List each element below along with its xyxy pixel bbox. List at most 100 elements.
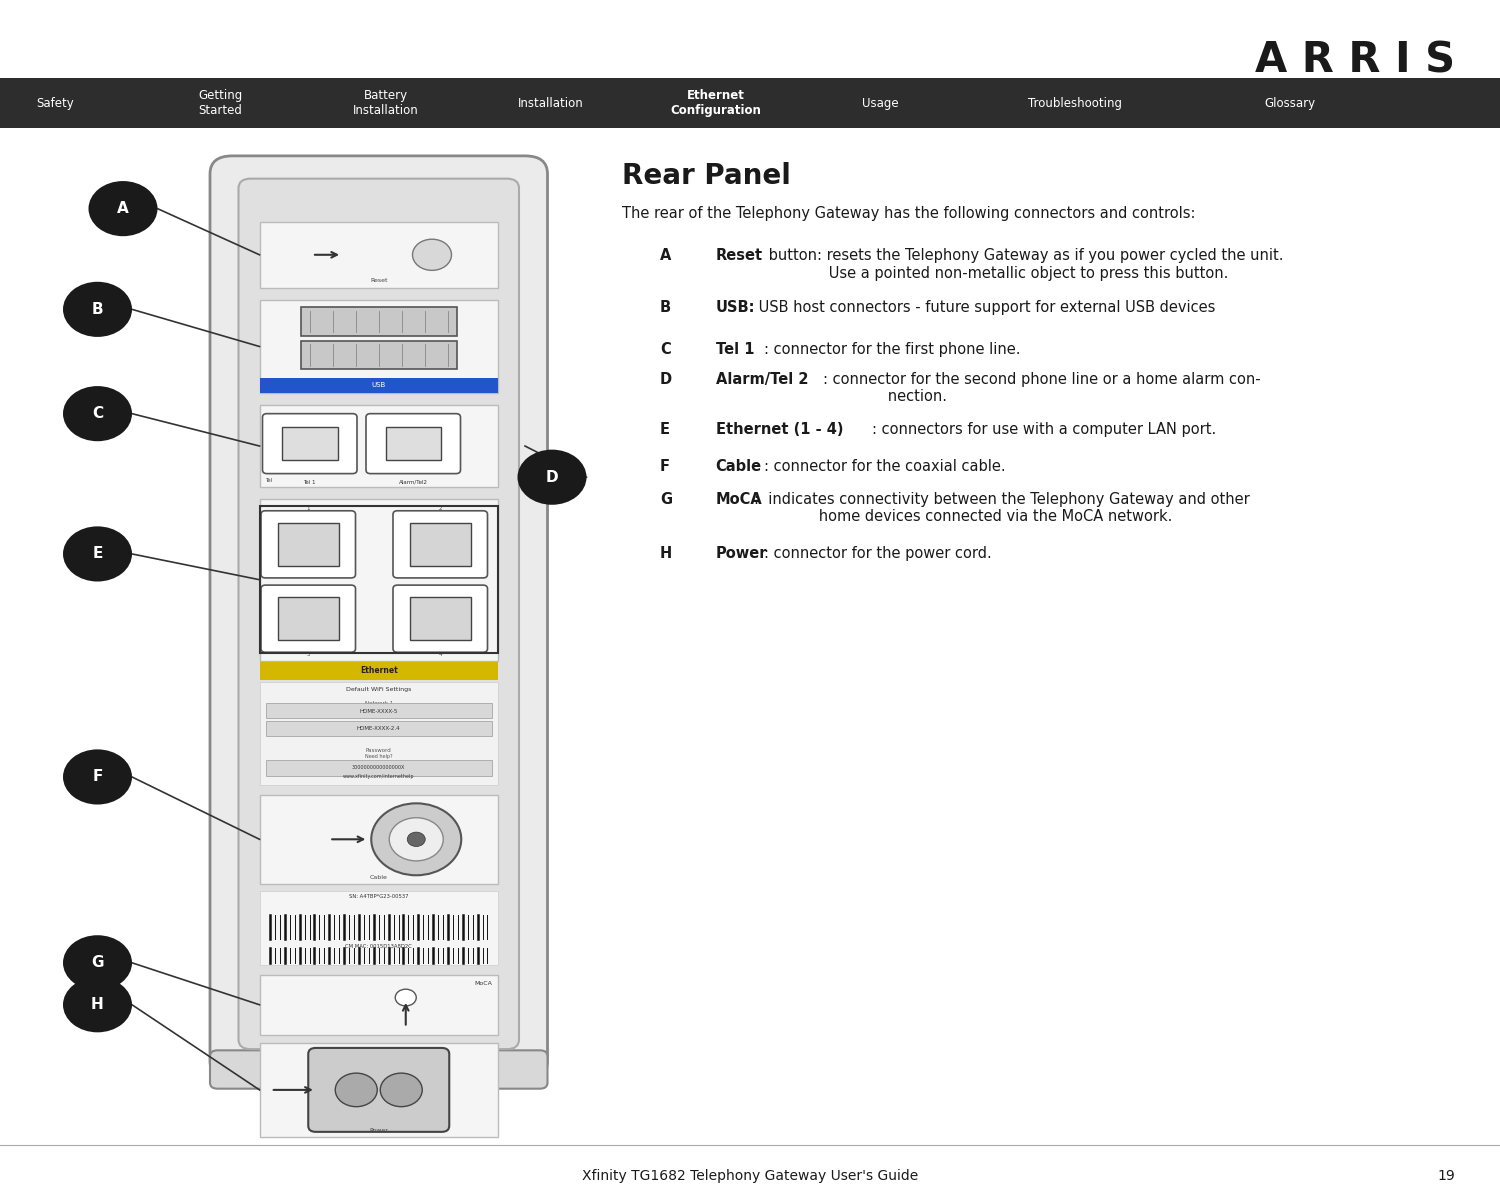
Circle shape	[372, 803, 462, 875]
Text: Network 1: Network 1	[364, 701, 393, 706]
FancyBboxPatch shape	[261, 511, 356, 578]
Text: Alarm/Tel 2: Alarm/Tel 2	[716, 372, 809, 387]
Text: F: F	[93, 770, 102, 784]
Text: MoCA: MoCA	[716, 492, 762, 507]
Text: H: H	[660, 546, 672, 561]
Text: Cable: Cable	[716, 459, 762, 475]
Text: Xfinity TG1682 Telephony Gateway User's Guide: Xfinity TG1682 Telephony Gateway User's …	[582, 1169, 918, 1183]
Text: 3000000000000000X: 3000000000000000X	[352, 765, 405, 770]
Text: USB host connectors - future support for external USB devices: USB host connectors - future support for…	[754, 300, 1216, 315]
Text: 4: 4	[438, 652, 442, 657]
FancyBboxPatch shape	[261, 585, 356, 652]
Text: button: resets the Telephony Gateway as if you power cycled the unit.
          : button: resets the Telephony Gateway as …	[765, 248, 1284, 281]
Text: Troubleshooting: Troubleshooting	[1029, 97, 1122, 109]
Text: Usage: Usage	[862, 97, 898, 109]
Text: Installation: Installation	[518, 97, 584, 109]
Text: F: F	[660, 459, 670, 475]
Text: Ethernet (1 - 4): Ethernet (1 - 4)	[716, 422, 843, 438]
Text: HOME-XXXX-2.4: HOME-XXXX-2.4	[357, 727, 401, 731]
Circle shape	[413, 240, 452, 271]
Text: D: D	[546, 470, 558, 484]
Text: Tel 1: Tel 1	[716, 342, 754, 357]
Circle shape	[88, 181, 158, 236]
FancyBboxPatch shape	[260, 795, 498, 884]
FancyBboxPatch shape	[386, 427, 441, 460]
FancyBboxPatch shape	[262, 414, 357, 474]
Circle shape	[390, 818, 444, 861]
Text: E: E	[93, 547, 102, 561]
Text: 2: 2	[438, 506, 442, 511]
Text: Ethernet: Ethernet	[360, 667, 398, 675]
Text: 1: 1	[306, 506, 310, 511]
FancyBboxPatch shape	[393, 511, 488, 578]
Circle shape	[63, 749, 132, 805]
Text: SN: A4TBP*G23-00537: SN: A4TBP*G23-00537	[350, 894, 408, 899]
Text: H: H	[92, 998, 104, 1012]
Text: : connectors for use with a computer LAN port.: : connectors for use with a computer LAN…	[871, 422, 1215, 438]
Text: Power: Power	[369, 1128, 388, 1133]
Text: Ethernet
Configuration: Ethernet Configuration	[670, 89, 760, 118]
FancyBboxPatch shape	[238, 179, 519, 1049]
Circle shape	[408, 832, 426, 846]
Text: 19: 19	[1437, 1169, 1455, 1183]
Text: G: G	[92, 956, 104, 970]
Text: The rear of the Telephony Gateway has the following connectors and controls:: The rear of the Telephony Gateway has th…	[622, 206, 1196, 222]
Text: USB:: USB:	[716, 300, 754, 315]
Text: : connector for the coaxial cable.: : connector for the coaxial cable.	[765, 459, 1006, 475]
Text: MoCA: MoCA	[474, 981, 492, 986]
Text: HOME-XXXX-5: HOME-XXXX-5	[360, 709, 398, 713]
FancyBboxPatch shape	[410, 523, 471, 566]
Text: G: G	[660, 492, 672, 507]
Circle shape	[63, 282, 132, 337]
FancyBboxPatch shape	[210, 1050, 548, 1089]
FancyBboxPatch shape	[410, 597, 471, 640]
FancyBboxPatch shape	[266, 760, 492, 776]
Circle shape	[518, 450, 586, 505]
Text: Battery
Installation: Battery Installation	[352, 89, 419, 118]
FancyBboxPatch shape	[366, 414, 460, 474]
Text: Password: Password	[366, 748, 392, 753]
FancyBboxPatch shape	[0, 78, 1500, 128]
FancyBboxPatch shape	[309, 1048, 450, 1132]
Text: :  indicates connectivity between the Telephony Gateway and other
              : : indicates connectivity between the Tel…	[754, 492, 1251, 524]
Circle shape	[336, 1073, 378, 1107]
Text: Getting
Started: Getting Started	[198, 89, 243, 118]
FancyBboxPatch shape	[260, 405, 498, 487]
Text: USB: USB	[372, 382, 386, 388]
FancyBboxPatch shape	[260, 1043, 498, 1137]
FancyBboxPatch shape	[260, 300, 498, 393]
Circle shape	[63, 526, 132, 582]
Text: Reset: Reset	[370, 278, 387, 283]
FancyBboxPatch shape	[282, 427, 338, 460]
Circle shape	[63, 935, 132, 990]
Text: CM MAC: 0015D13A8D2C: CM MAC: 0015D13A8D2C	[345, 944, 412, 948]
FancyBboxPatch shape	[300, 307, 456, 336]
Circle shape	[381, 1073, 423, 1107]
Text: A: A	[117, 201, 129, 216]
Text: : connector for the first phone line.: : connector for the first phone line.	[765, 342, 1022, 357]
Text: C: C	[660, 342, 670, 357]
Text: Power: Power	[716, 546, 766, 561]
FancyBboxPatch shape	[260, 682, 498, 785]
FancyBboxPatch shape	[260, 499, 498, 661]
Text: Reset: Reset	[716, 248, 762, 264]
Text: B: B	[660, 300, 670, 315]
Text: B: B	[92, 302, 104, 317]
FancyBboxPatch shape	[266, 703, 492, 718]
Text: Rear Panel: Rear Panel	[622, 162, 792, 189]
Circle shape	[63, 386, 132, 441]
Text: www.xfinity.com/internethelp: www.xfinity.com/internethelp	[344, 775, 414, 779]
FancyBboxPatch shape	[260, 891, 498, 965]
Circle shape	[396, 989, 416, 1006]
Circle shape	[63, 977, 132, 1032]
Text: Alarm/Tel2: Alarm/Tel2	[399, 480, 427, 484]
FancyBboxPatch shape	[393, 585, 488, 652]
Text: Tel 1: Tel 1	[303, 480, 316, 484]
Text: 3: 3	[306, 652, 310, 657]
FancyBboxPatch shape	[278, 597, 339, 640]
Text: : connector for the power cord.: : connector for the power cord.	[765, 546, 992, 561]
Text: Safety: Safety	[36, 97, 75, 109]
FancyBboxPatch shape	[260, 975, 498, 1035]
Text: Glossary: Glossary	[1264, 97, 1316, 109]
FancyBboxPatch shape	[278, 523, 339, 566]
